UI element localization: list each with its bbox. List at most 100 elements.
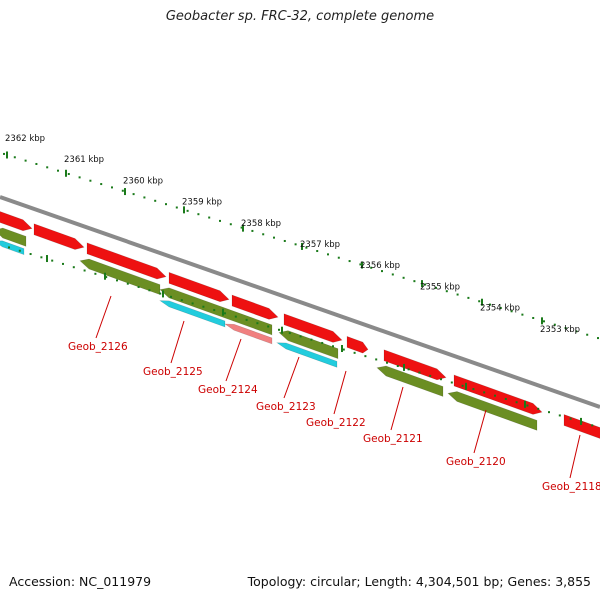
ruler-minor-tick xyxy=(435,286,437,289)
ruler-minor-tick xyxy=(111,186,113,189)
gene-label[interactable]: Geob_2121 xyxy=(363,433,423,445)
ruler-minor-tick xyxy=(381,270,383,273)
inner-minor-tick xyxy=(558,414,561,417)
cds-reverse-arrow xyxy=(447,391,538,431)
inner-minor-tick xyxy=(278,328,280,331)
ruler-minor-tick xyxy=(348,260,351,263)
ruler-label: 2357 kbp xyxy=(300,240,340,250)
rna-feature-arrow xyxy=(276,342,338,368)
inner-minor-tick xyxy=(537,407,540,410)
inner-minor-tick xyxy=(245,318,248,321)
ruler-minor-tick xyxy=(35,162,38,165)
ruler-minor-tick xyxy=(478,300,481,303)
inner-minor-tick xyxy=(94,272,97,275)
ruler-minor-tick xyxy=(489,303,491,306)
ruler-label: 2355 kbp xyxy=(420,282,460,292)
gene-label-leader xyxy=(473,409,487,454)
inner-minor-tick xyxy=(450,381,453,384)
inner-minor-tick xyxy=(180,299,183,302)
cds-reverse-arrow xyxy=(278,330,339,360)
ruler-label: 2354 kbp xyxy=(480,304,520,314)
inner-minor-tick xyxy=(105,276,108,279)
gene-label[interactable]: Geob_2118 xyxy=(542,481,600,493)
ruler-minor-tick xyxy=(3,152,5,155)
inner-minor-tick xyxy=(170,295,172,298)
backbone-line xyxy=(0,195,600,409)
inner-ticks xyxy=(8,246,594,427)
ruler-minor-tick xyxy=(499,306,502,309)
inner-minor-tick xyxy=(29,253,32,256)
cds-forward-arrow xyxy=(231,294,279,320)
inner-minor-tick xyxy=(483,391,486,394)
cds-forward-arrow xyxy=(453,374,543,415)
ruler-major-tick xyxy=(242,224,244,232)
ruler-minor-tick xyxy=(521,313,524,316)
ruler-ticks xyxy=(3,151,599,340)
ruler-minor-tick xyxy=(327,253,329,256)
rna-feature-arrow xyxy=(159,300,226,328)
pseudo-feature-arrow xyxy=(224,323,273,345)
cds-forward-arrow xyxy=(33,223,85,250)
ruler-minor-tick xyxy=(283,239,286,242)
ruler-minor-tick xyxy=(564,327,567,330)
ruler-minor-tick xyxy=(154,199,157,202)
accession-text: Accession: NC_011979 xyxy=(9,574,152,589)
gene-labels: Geob_2126 Geob_2125 Geob_2124 Geob_2123 Geob… xyxy=(68,295,600,493)
ruler-label: 2358 kbp xyxy=(241,219,281,229)
inner-minor-tick xyxy=(8,246,10,249)
inner-minor-tick xyxy=(116,279,118,282)
ruler-label: 2360 kbp xyxy=(123,176,163,186)
cds-forward-arrow xyxy=(168,271,230,303)
cds-forward-arrow xyxy=(563,414,600,439)
gene-label[interactable]: Geob_2123 xyxy=(256,401,316,413)
ruler-minor-tick xyxy=(337,256,340,259)
ruler-minor-tick xyxy=(219,219,221,222)
gene-label[interactable]: Geob_2125 xyxy=(143,366,203,378)
ruler-minor-tick xyxy=(251,229,254,232)
inner-minor-tick xyxy=(148,289,151,292)
inner-minor-tick xyxy=(429,374,432,377)
ruler-minor-tick xyxy=(208,216,211,219)
inner-major-tick xyxy=(222,308,224,316)
cds-reverse-arrow xyxy=(0,227,27,247)
inner-minor-tick xyxy=(396,365,399,368)
ruler-minor-tick xyxy=(575,330,578,333)
inner-major-tick xyxy=(46,255,48,263)
inner-minor-tick xyxy=(191,302,194,305)
ruler-minor-tick xyxy=(543,320,545,323)
inner-minor-tick xyxy=(461,384,464,387)
gene-label[interactable]: Geob_2122 xyxy=(306,417,366,429)
inner-minor-tick xyxy=(321,341,324,344)
inner-major-tick xyxy=(524,400,526,408)
ruler-minor-tick xyxy=(24,159,27,162)
gene-label[interactable]: Geob_2124 xyxy=(198,384,258,396)
gene-label-leader xyxy=(225,338,242,382)
ruler-major-tick xyxy=(124,188,126,196)
ruler-major-tick xyxy=(183,206,185,214)
gene-label[interactable]: Geob_2120 xyxy=(446,456,506,468)
inner-minor-tick xyxy=(418,371,421,374)
inner-minor-tick xyxy=(504,397,507,400)
ruler-labels: 2362 kbp 2361 kbp 2360 kbp 2359 kbp 2358 kbp… xyxy=(5,134,580,335)
inner-minor-tick xyxy=(234,315,237,318)
ruler-minor-tick xyxy=(597,337,599,340)
inner-minor-tick xyxy=(159,292,162,295)
ruler-minor-tick xyxy=(532,316,535,319)
ruler-minor-tick xyxy=(143,196,146,199)
inner-minor-tick xyxy=(267,325,270,328)
gene-label-leader xyxy=(390,386,404,431)
cds-reverse-arrow xyxy=(79,258,161,296)
cds-forward-arrow xyxy=(0,211,33,232)
ruler-minor-tick xyxy=(67,173,70,176)
inner-minor-tick xyxy=(342,348,345,351)
gene-label-leader xyxy=(95,295,112,339)
gene-label[interactable]: Geob_2126 xyxy=(68,341,128,353)
ruler-label: 2362 kbp xyxy=(5,134,45,144)
ruler-minor-tick xyxy=(273,236,275,239)
ruler-minor-tick xyxy=(121,189,124,192)
ruler-minor-tick xyxy=(586,333,589,336)
ruler-minor-tick xyxy=(553,323,556,326)
ruler-minor-tick xyxy=(229,223,232,226)
ruler-minor-tick xyxy=(57,169,59,172)
